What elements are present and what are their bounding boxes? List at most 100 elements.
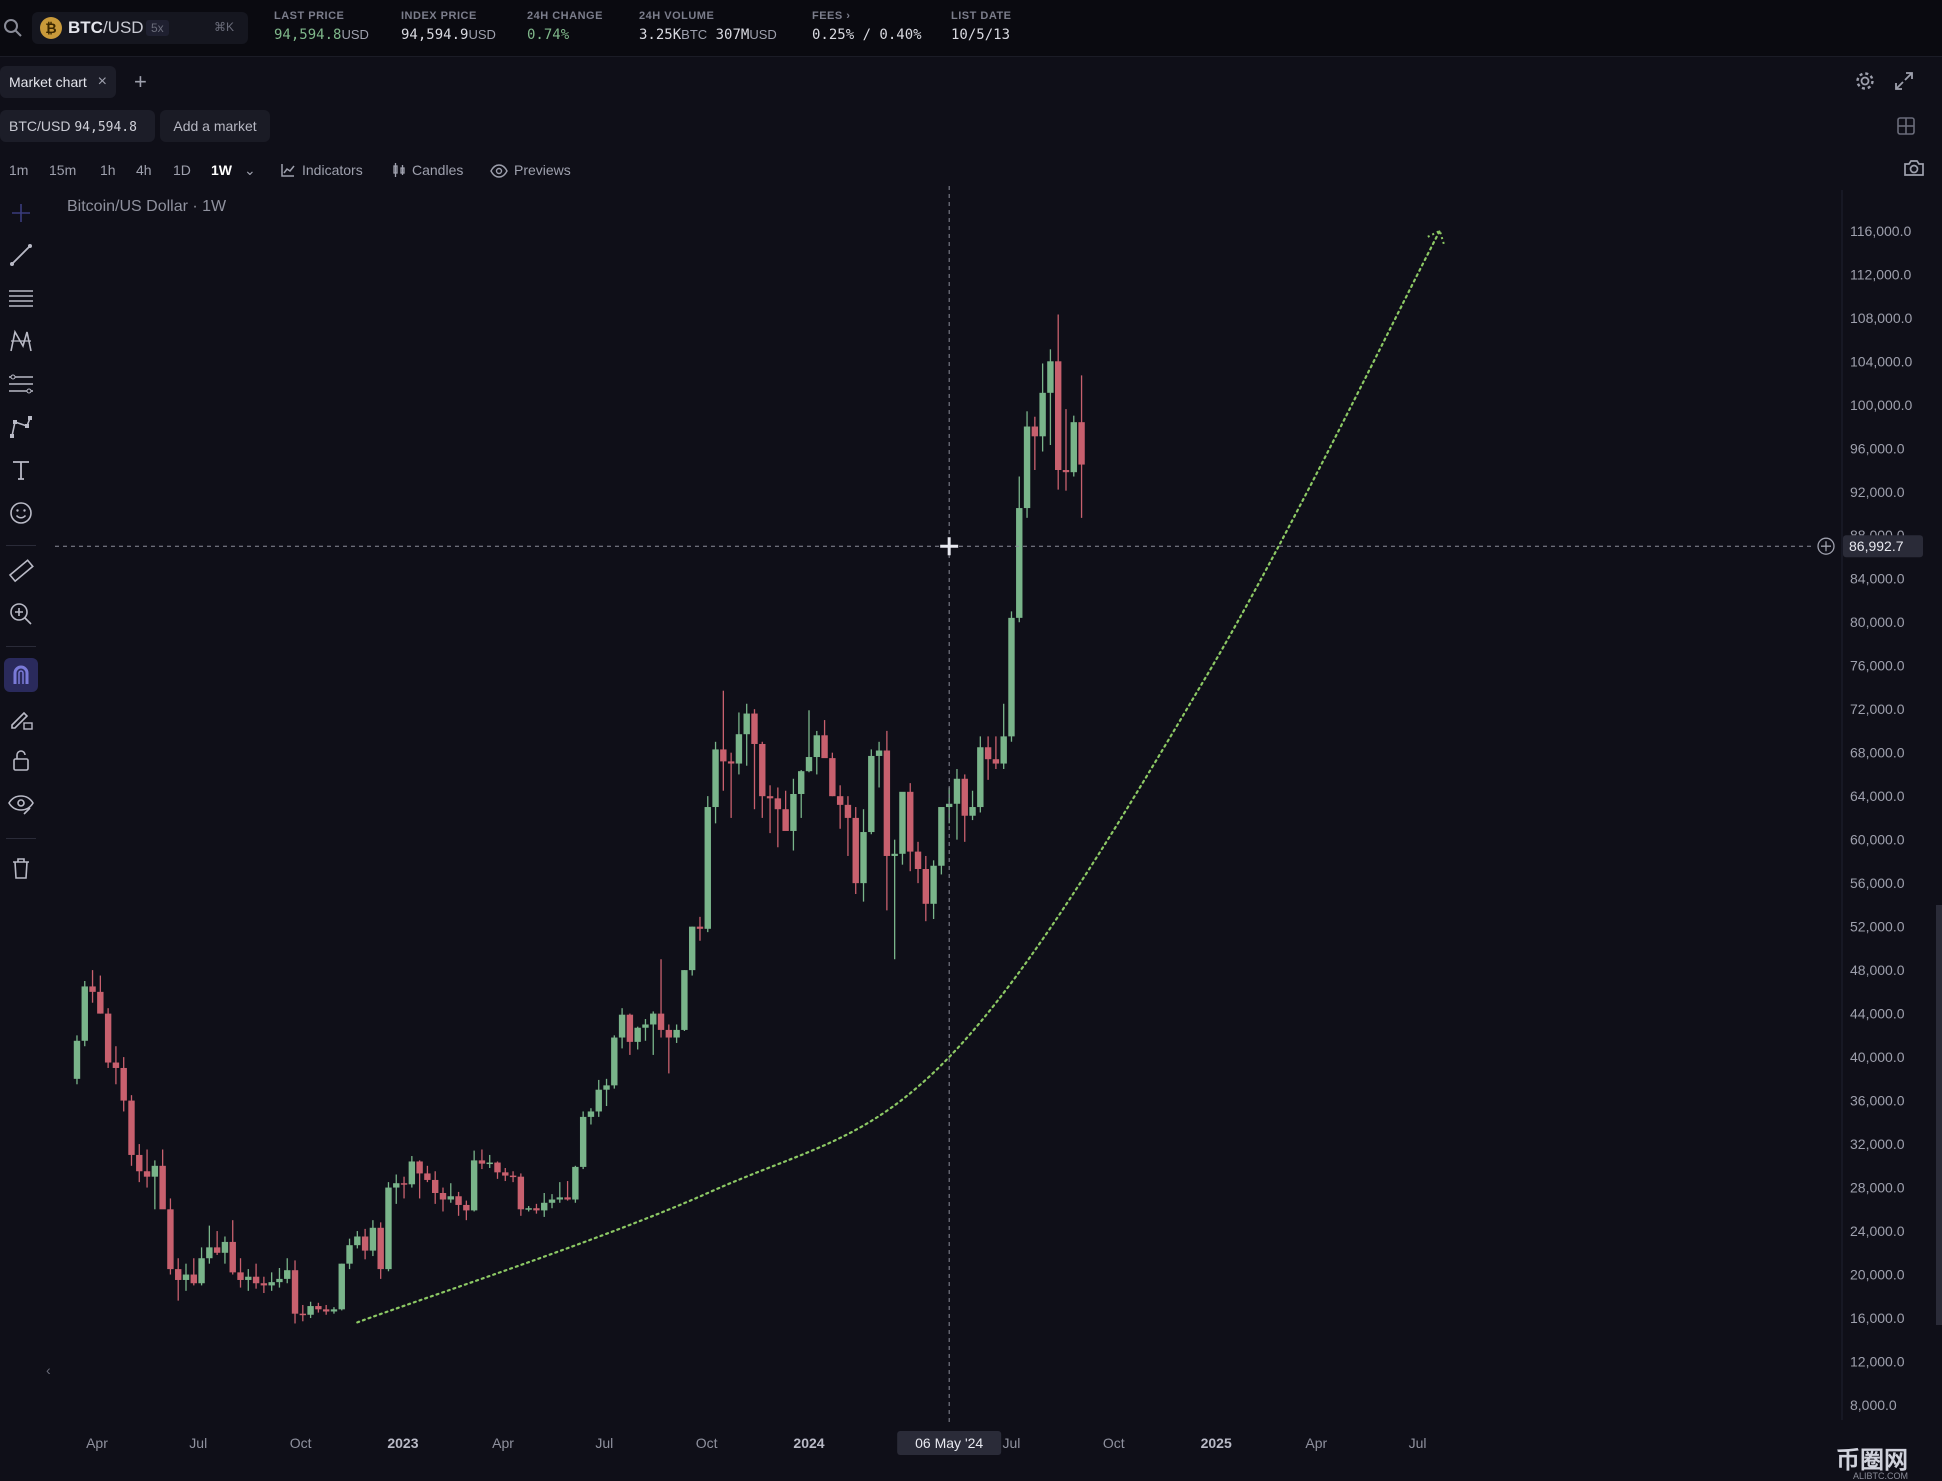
price-tick-label: 24,000.0 — [1850, 1223, 1905, 1239]
candle-body — [151, 1165, 159, 1177]
candle-body — [424, 1173, 431, 1180]
candle-body — [727, 761, 735, 764]
ruler-icon[interactable] — [4, 554, 38, 588]
candle-body — [284, 1270, 291, 1279]
timeframe-4h[interactable]: 4h — [136, 162, 152, 178]
fees-stat[interactable]: FEES › 0.25% / 0.40% — [812, 10, 922, 43]
chevron-left-icon[interactable]: ‹ — [46, 1362, 51, 1378]
candle-body — [81, 986, 88, 1041]
draw-lock-icon[interactable] — [4, 701, 38, 735]
indicators-button[interactable]: Indicators — [280, 162, 363, 178]
leverage-badge: 5x — [146, 20, 169, 36]
candle-body — [899, 791, 906, 854]
visibility-icon[interactable] — [4, 787, 38, 821]
candle-body — [579, 1116, 587, 1167]
emoji-icon[interactable] — [4, 496, 38, 530]
candle-body — [1016, 508, 1023, 618]
timeframe-1m[interactable]: 1m — [9, 162, 29, 178]
candle-body — [330, 1309, 338, 1312]
candle-body — [416, 1161, 423, 1174]
candle-body — [1008, 617, 1015, 737]
candle-body — [914, 851, 922, 870]
candle-body — [533, 1208, 540, 1211]
candle-body — [494, 1162, 501, 1173]
candle-body — [1031, 426, 1039, 437]
candle-body — [229, 1241, 236, 1273]
candle-body — [525, 1208, 532, 1210]
candle-body — [782, 809, 789, 831]
time-tick-label: Jul — [1409, 1435, 1427, 1451]
add-alert-plus — [1821, 541, 1831, 552]
candle-body — [143, 1171, 151, 1177]
timeframe-15m[interactable]: 15m — [49, 162, 77, 178]
candle-body — [720, 749, 727, 762]
candle-body — [517, 1176, 525, 1210]
candle-body — [322, 1309, 330, 1312]
zoom-in-icon[interactable] — [4, 597, 38, 631]
candle-body — [992, 759, 1000, 764]
candle-body — [377, 1227, 384, 1270]
path-tool-icon[interactable] — [4, 410, 38, 444]
search-icon[interactable] — [2, 17, 24, 39]
candle-body — [821, 735, 828, 759]
price-tick-label: 100,000.0 — [1850, 397, 1912, 413]
symbol-selector[interactable]: ₿ BTC/USD 5x ⌘K — [32, 12, 248, 44]
tab-market-chart[interactable]: Market chart × — [0, 66, 116, 98]
candle-body — [556, 1197, 563, 1200]
price-tick-label: 92,000.0 — [1850, 484, 1905, 500]
lock-icon[interactable] — [4, 744, 38, 778]
candle-body — [245, 1276, 252, 1280]
candle-body — [120, 1067, 127, 1101]
price-tick-label: 72,000.0 — [1850, 701, 1905, 717]
previews-button[interactable]: Previews — [490, 162, 571, 178]
trend-line-icon[interactable] — [4, 238, 38, 272]
crosshair-icon[interactable] — [4, 196, 38, 230]
timeframe-1h[interactable]: 1h — [100, 162, 116, 178]
add-tab-button[interactable]: + — [134, 69, 147, 94]
candle-body — [844, 804, 852, 818]
chevron-down-icon[interactable]: ⌄ — [244, 162, 256, 178]
candle-body — [190, 1274, 197, 1284]
candle-body — [595, 1089, 602, 1112]
candle-body — [470, 1160, 478, 1211]
crosshair-price-label: 86,992.7 — [1849, 538, 1904, 554]
market-chip-btc-usd[interactable]: BTC/USD 94,594.8 — [0, 110, 155, 142]
crosshair-price-box — [1843, 535, 1923, 558]
candles-button[interactable]: Candles — [392, 162, 463, 178]
candle-body — [743, 713, 750, 735]
candle-body — [572, 1166, 579, 1200]
timeframe-1d[interactable]: 1D — [173, 162, 191, 178]
candle-body — [611, 1037, 618, 1086]
candle-body — [354, 1236, 361, 1246]
candle-body — [502, 1172, 509, 1176]
volume-24h-stat: 24H VOLUME 3.25KBTC 307MUSD — [639, 10, 777, 43]
candle-body — [1039, 392, 1046, 437]
add-market-button[interactable]: Add a market — [160, 110, 270, 142]
toolbar-divider — [6, 838, 36, 839]
text-tool-icon[interactable] — [4, 453, 38, 487]
candle-body — [860, 832, 867, 884]
horizontal-lines-icon[interactable] — [4, 281, 38, 315]
candle-body — [89, 986, 96, 992]
camera-icon[interactable] — [1903, 158, 1925, 178]
candle-body — [548, 1199, 556, 1203]
candle-body — [1023, 426, 1031, 509]
timeframe-1w[interactable]: 1W — [211, 162, 232, 178]
layout-grid-icon[interactable] — [1896, 116, 1916, 136]
fibonacci-icon[interactable] — [4, 367, 38, 401]
gear-icon[interactable] — [1854, 70, 1876, 92]
candle-body — [836, 796, 844, 805]
candle-body — [790, 793, 797, 831]
time-tick-label: Apr — [492, 1435, 514, 1451]
trash-icon[interactable] — [4, 851, 38, 885]
candle-body — [774, 798, 782, 810]
pattern-icon[interactable] — [4, 324, 38, 358]
candle-body — [852, 817, 859, 884]
magnet-icon[interactable] — [4, 658, 38, 692]
expand-icon[interactable] — [1893, 70, 1915, 92]
close-icon[interactable]: × — [97, 73, 107, 90]
time-tick-label: Jul — [1003, 1435, 1021, 1451]
candle-body — [400, 1183, 408, 1185]
candle-body — [618, 1014, 626, 1038]
